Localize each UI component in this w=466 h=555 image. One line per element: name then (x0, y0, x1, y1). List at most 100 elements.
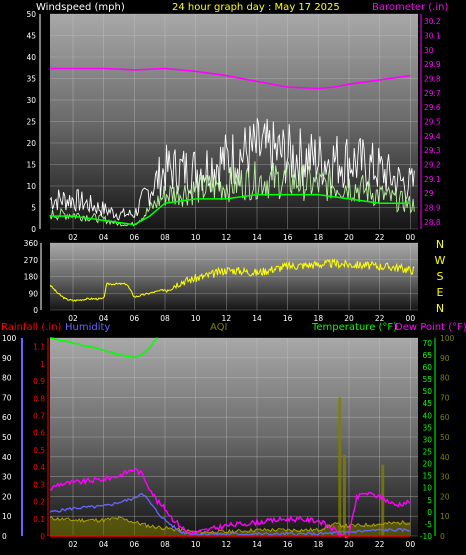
graph-title: 24 hour graph day : May 17 2025 (172, 2, 340, 13)
temperature-axis-title: Temperature (°F) (311, 322, 397, 333)
aqi-tick-label: 0 (440, 532, 445, 541)
aqi-tick-label: 10 (440, 512, 450, 521)
direction-panel-series (49, 258, 415, 302)
rainfall-axis-title: Rainfall (.in) (1, 322, 62, 333)
humidity-tick-label: 30 (2, 473, 12, 482)
temperature-line (49, 336, 158, 359)
aqi-area (50, 518, 411, 536)
rain-tick-label: 1.1 (33, 343, 45, 352)
barometer-tick-label: 29.5 (424, 118, 441, 127)
temperature-tick-label: 45 (422, 399, 432, 408)
temperature-tick-label: 25 (422, 447, 432, 456)
humidity-tick-label: 10 (2, 512, 12, 521)
rain-tick-label: 0.6 (33, 429, 45, 438)
barometer-tick-label: 30 (424, 46, 434, 55)
compass-letter: S (437, 270, 444, 283)
aqi-tick-label: 20 (440, 492, 450, 501)
x-tick-label: 02 (68, 233, 78, 242)
x-tick-label: 22 (375, 314, 385, 323)
barometer-tick-label: 29.7 (424, 89, 441, 98)
x-tick-label: 22 (375, 233, 385, 242)
humidity-tick-label: 20 (2, 492, 12, 501)
humidity-axis-title: Humidity (65, 322, 110, 333)
humidity-tick-label: 80 (2, 374, 12, 383)
compass-letter: W (435, 254, 446, 267)
humidity-tick-label: 90 (2, 354, 12, 363)
compass-letter: N (436, 238, 444, 251)
aqi-spike (381, 464, 385, 536)
temperature-panel-series (49, 336, 411, 539)
barometer-tick-label: 29.9 (424, 60, 441, 69)
wind-tick-label: 0 (31, 225, 36, 234)
x-tick-label: 02 (68, 540, 78, 549)
x-tick-label: 04 (99, 233, 109, 242)
aqi-tick-label: 50 (440, 433, 450, 442)
humidity-tick-label: 0 (2, 532, 7, 541)
x-tick-label: 04 (99, 540, 109, 549)
rain-tick-label: 0.1 (33, 515, 45, 524)
wind-panel-grid (50, 13, 418, 230)
rain-tick-label: 0.4 (33, 463, 45, 472)
rain-tick-label: 0 (40, 532, 45, 541)
barometer-tick-label: 29.1 (424, 175, 441, 184)
wind-tick-label: 50 (26, 10, 36, 19)
wind-tick-label: 30 (26, 96, 36, 105)
x-tick-label: 10 (191, 540, 201, 549)
x-tick-label: 14 (252, 314, 262, 323)
dewpoint-axis-title: Dew Point (°F) (395, 322, 466, 333)
direction-tick-label: 0 (33, 306, 38, 315)
aqi-spike (338, 397, 342, 536)
x-tick-label: 06 (130, 314, 140, 323)
temperature-tick-label: 60 (422, 363, 432, 372)
x-tick-label: 16 (283, 540, 293, 549)
direction-tick-label: 270 (24, 256, 39, 265)
aqi-tick-label: 90 (440, 354, 450, 363)
barometer-tick-label: 29.6 (424, 103, 441, 112)
direction-panel-grid (50, 242, 418, 311)
x-tick-label: 12 (222, 314, 232, 323)
x-tick-label: 00 (406, 540, 416, 549)
wind-tick-label: 10 (26, 182, 36, 191)
x-tick-label: 18 (314, 540, 324, 549)
x-tick-label: 14 (252, 233, 262, 242)
aqi-tick-label: 30 (440, 473, 450, 482)
wind-gust-line (49, 118, 415, 221)
wind-tick-label: 20 (26, 139, 36, 148)
x-tick-label: 04 (99, 314, 109, 323)
x-tick-label: 18 (314, 314, 324, 323)
x-tick-label: 16 (283, 314, 293, 323)
rain-tick-label: 0.8 (33, 394, 45, 403)
barometer-axis-title: Barometer (.in) (372, 2, 448, 13)
wind-tick-label: 15 (26, 161, 36, 170)
rain-tick-label: 1 (40, 360, 45, 369)
x-tick-label: 12 (222, 540, 232, 549)
aqi-tick-label: 60 (440, 413, 450, 422)
wind-direction-line (49, 258, 415, 302)
temperature-tick-label: -10 (420, 532, 432, 541)
rain-tick-label: 0.2 (33, 498, 45, 507)
temperature-tick-label: 15 (422, 472, 432, 481)
x-tick-label: 06 (130, 233, 140, 242)
barometer-line (50, 67, 411, 90)
barometer-tick-label: 29.8 (424, 75, 441, 84)
x-tick-label: 10 (191, 233, 201, 242)
temperature-tick-label: -5 (425, 520, 433, 529)
temperature-tick-label: 40 (422, 411, 432, 420)
aqi-tick-label: 100 (440, 334, 455, 343)
temperature-tick-label: 0 (427, 508, 432, 517)
humidity-tick-label: 100 (2, 334, 17, 343)
wind-tick-label: 35 (26, 75, 36, 84)
x-tick-label: 22 (375, 540, 385, 549)
x-tick-label: 08 (160, 233, 170, 242)
wind-tick-label: 25 (26, 118, 36, 127)
humidity-tick-label: 40 (2, 453, 12, 462)
rain-tick-label: 0.3 (33, 480, 45, 489)
barometer-tick-label: 28.8 (424, 218, 441, 227)
x-tick-label: 08 (160, 314, 170, 323)
x-tick-label: 08 (160, 540, 170, 549)
aqi-tick-label: 40 (440, 453, 450, 462)
humidity-tick-label: 70 (2, 393, 12, 402)
x-tick-label: 14 (252, 540, 262, 549)
x-tick-label: 20 (344, 314, 354, 323)
